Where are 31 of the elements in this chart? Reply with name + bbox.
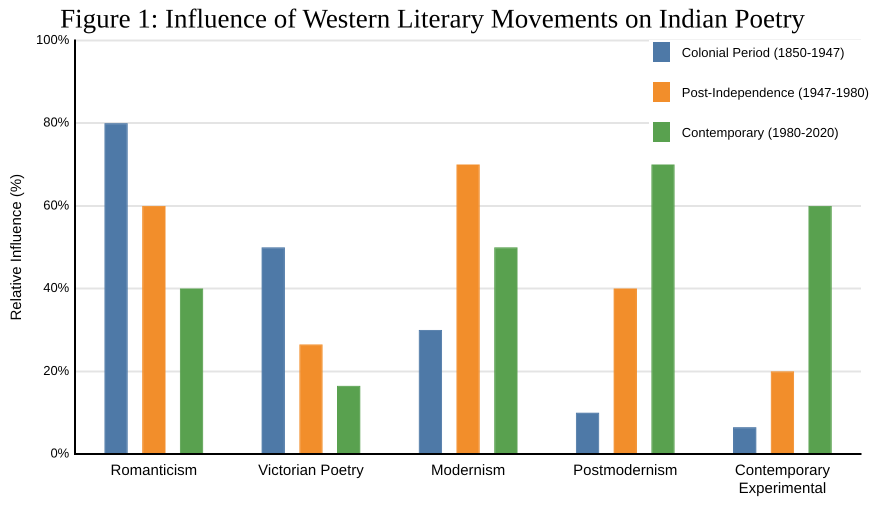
x-tick-label: Postmodernism — [573, 462, 678, 480]
bar — [614, 288, 637, 453]
bar — [651, 164, 675, 453]
y-axis-title: Relative Influence (%) — [8, 174, 26, 321]
bar — [337, 386, 360, 453]
bar — [494, 247, 518, 453]
bar — [299, 344, 323, 453]
y-tick-label: 60% — [43, 197, 70, 212]
bar — [733, 427, 756, 453]
y-tick-label: 20% — [43, 362, 70, 378]
bar — [808, 206, 832, 453]
bar — [576, 412, 600, 453]
bar — [262, 247, 285, 453]
legend-label: Post-Independence (1947-1980) — [682, 84, 869, 100]
x-tick-label: Contemporary Experimental — [734, 462, 830, 498]
bar — [142, 206, 166, 453]
x-tick-label: Modernism — [431, 462, 506, 480]
chart-title: Figure 1: Influence of Western Literary Movements on Indian Poetry — [60, 3, 806, 34]
x-tick-label: Victorian Poetry — [258, 462, 364, 480]
x-tick-label: Romanticism — [110, 462, 198, 480]
bar — [770, 371, 794, 453]
y-tick-label: 0% — [50, 446, 70, 461]
y-tick-label: 100% — [36, 32, 70, 47]
legend-label: Contemporary (1980-2020) — [682, 124, 839, 140]
bar — [456, 164, 480, 453]
bar — [104, 123, 128, 453]
legend-label: Colonial Period (1850-1947) — [682, 44, 844, 60]
y-tick-label: 80% — [43, 114, 70, 130]
y-tick-label: 40% — [43, 280, 70, 296]
bar — [418, 330, 442, 453]
bar — [180, 288, 204, 453]
